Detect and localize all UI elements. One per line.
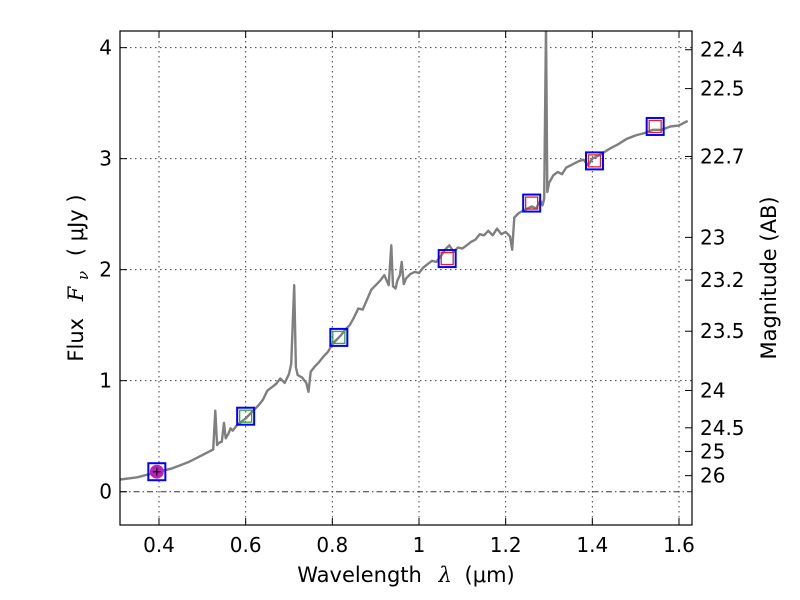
mag-tick-label: 23.5 — [700, 319, 745, 343]
photometry-point — [585, 151, 604, 171]
model-flux-box — [587, 154, 602, 168]
y-tick-label: 0 — [99, 480, 112, 504]
x-axis-label-text: Wavelength — [297, 563, 422, 587]
grid-lines — [120, 31, 692, 525]
mag-tick-label: 22.4 — [700, 38, 745, 62]
photometry-markers — [147, 116, 665, 482]
observed-flux-box — [645, 116, 665, 136]
y-tick-label: 1 — [99, 369, 112, 393]
x-axis-label-symbol: λ — [438, 563, 452, 587]
x-tick-label: 0.6 — [230, 533, 262, 557]
model-flux-box — [525, 196, 539, 210]
model-flux-box — [440, 251, 454, 266]
y-axis-label-subscript: ν — [74, 271, 92, 280]
x-tick-label: 0.4 — [143, 533, 175, 557]
model-flux-box — [239, 409, 253, 423]
x-axis-label: Wavelength λ (μm) — [297, 563, 514, 587]
x-axis-label-unit: (μm) — [465, 563, 515, 587]
y-axis-label-text: Flux — [64, 318, 88, 362]
x-tick-label: 1 — [413, 533, 426, 557]
y2-axis-label: Magnitude (AB) — [757, 196, 781, 359]
observed-flux-box — [147, 462, 167, 482]
observed-flux-box — [522, 193, 542, 213]
observed-flux-box — [585, 151, 604, 171]
x-tick-label: 1.6 — [663, 533, 695, 557]
y-axis-label-symbol: F — [64, 285, 88, 302]
x-tick-label: 1.2 — [490, 533, 522, 557]
mag-tick-label: 22.5 — [700, 77, 745, 101]
y-tick-label: 4 — [99, 36, 112, 60]
y-axis-label-unit: ( μJy ) — [64, 194, 88, 256]
model-flux-box — [648, 119, 662, 134]
model-flux-box — [332, 330, 346, 345]
photometry-point — [329, 327, 349, 347]
x-tick-label: 1.4 — [576, 533, 608, 557]
photometry-point — [645, 116, 665, 136]
mag-tick-label: 23 — [700, 225, 725, 249]
mag-tick-label: 24 — [700, 378, 725, 402]
mag-tick-label: 22.7 — [700, 144, 745, 168]
observed-flux-box — [236, 406, 256, 426]
photometry-point — [437, 249, 457, 269]
photometry-point — [147, 462, 167, 482]
y-axis-label: Flux F ν ( μJy ) — [64, 194, 93, 361]
y-tick-label: 2 — [99, 258, 112, 282]
photometry-point — [236, 406, 256, 426]
observed-flux-box — [437, 249, 457, 269]
mag-tick-label: 26 — [700, 464, 725, 488]
spectrum-line — [120, 31, 689, 481]
observed-flux-box — [329, 327, 349, 347]
mag-tick-label: 24.5 — [700, 416, 745, 440]
mag-tick-label: 23.2 — [700, 268, 745, 292]
photometry-point — [522, 193, 542, 213]
y-tick-label: 3 — [99, 147, 112, 171]
x-tick-label: 0.8 — [316, 533, 348, 557]
mag-tick-label: 25 — [700, 439, 725, 463]
plot-frame — [119, 30, 693, 526]
